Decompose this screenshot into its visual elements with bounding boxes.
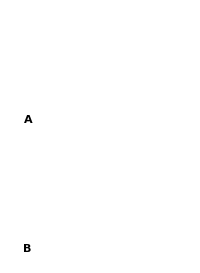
Text: B: B — [24, 244, 32, 254]
Text: A: A — [24, 115, 32, 125]
